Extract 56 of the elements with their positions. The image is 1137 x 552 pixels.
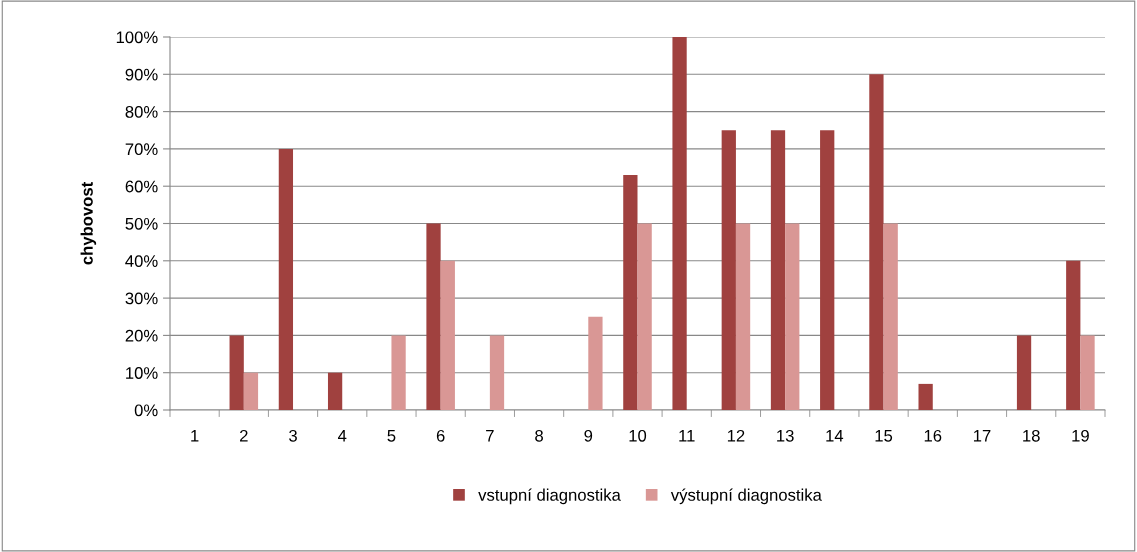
y-tick-label: 10% [126,367,158,379]
bar [785,223,800,410]
x-tick-label: 10 [629,429,647,442]
x-tick-label: 4 [337,430,347,442]
y-tick-label: 80% [125,106,158,118]
x-tick-label: 11 [679,430,695,442]
bar [229,335,244,410]
x-tick-label: 7 [486,430,494,442]
x-tick-label: 9 [584,429,593,442]
bar [1080,335,1095,410]
bar [327,372,343,410]
x-tick-label: 5 [387,430,396,442]
bar [588,316,603,410]
y-tick-label: 90% [125,68,158,81]
bar [440,260,455,410]
x-tick-label: 14 [826,430,844,442]
bar [637,223,652,410]
bar [672,37,687,410]
bar [243,372,259,410]
bar [1016,335,1032,410]
y-axis-title: chybovost [80,182,97,265]
legend-label: vstupní diagnostika [478,488,621,505]
bar [869,74,884,410]
bar [883,223,898,410]
y-tick-label: 30% [125,292,158,305]
bar [770,130,786,410]
x-tick-label: 17 [973,430,991,442]
x-tick-label: 3 [289,429,297,442]
x-tick-label: 6 [436,429,445,442]
bar [426,223,441,410]
legend-label: výstupní diagnostika [670,488,822,505]
bar [735,223,751,410]
y-tick-label: 0% [134,404,158,417]
bar [918,383,933,410]
y-tick-label: 60% [125,180,158,193]
bar [820,130,835,410]
bar [489,335,505,410]
x-tick-label: 19 [1072,429,1089,442]
bar [391,335,406,410]
x-tick-label: 2 [240,429,248,442]
x-tick-label: 16 [924,429,942,442]
bar [1066,260,1081,410]
bar [278,148,294,410]
y-tick-label: 100% [116,31,158,44]
y-tick-label: 20% [125,329,158,342]
bar [721,130,736,410]
y-tick-label: 40% [125,255,158,267]
y-tick-label: 70% [125,143,158,156]
x-tick-label: 1 [191,430,199,442]
bar [623,175,638,410]
x-tick-label: 8 [535,429,543,442]
x-tick-label: 18 [1023,429,1040,442]
y-tick-label: 50% [125,217,158,230]
x-tick-label: 13 [777,429,794,442]
x-tick-label: 12 [727,429,745,442]
x-tick-label: 15 [875,430,893,442]
